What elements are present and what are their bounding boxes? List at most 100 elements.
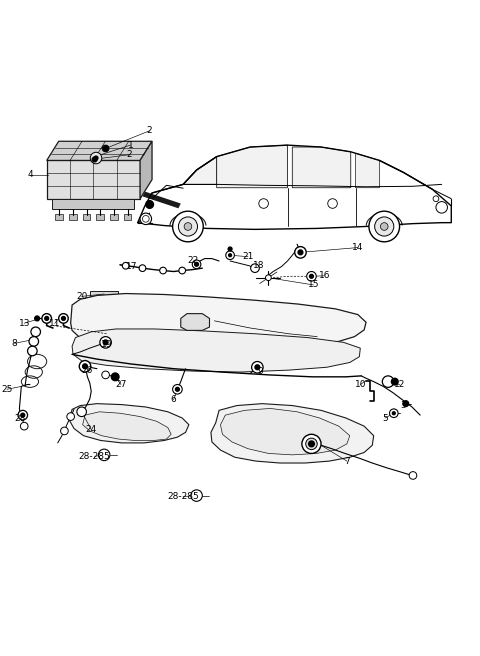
Polygon shape: [292, 147, 351, 188]
Circle shape: [375, 217, 394, 236]
Text: 28-285: 28-285: [79, 452, 110, 461]
Circle shape: [309, 441, 314, 447]
Circle shape: [179, 217, 198, 236]
Circle shape: [173, 384, 182, 394]
Polygon shape: [83, 412, 171, 441]
Circle shape: [436, 201, 447, 213]
Circle shape: [94, 156, 98, 160]
Text: 21: 21: [242, 252, 253, 261]
Circle shape: [179, 267, 186, 274]
Polygon shape: [140, 141, 152, 199]
Text: 9: 9: [257, 367, 263, 376]
Circle shape: [139, 265, 146, 272]
Circle shape: [92, 157, 97, 162]
Text: 26: 26: [82, 365, 93, 375]
Text: 18: 18: [253, 261, 264, 270]
Circle shape: [409, 472, 417, 480]
Circle shape: [67, 413, 74, 420]
Circle shape: [173, 211, 203, 242]
Bar: [83, 214, 90, 220]
Text: 22: 22: [187, 256, 198, 265]
Circle shape: [103, 340, 108, 345]
Circle shape: [79, 361, 91, 372]
Circle shape: [61, 316, 65, 320]
Circle shape: [228, 254, 231, 256]
Text: 11: 11: [49, 319, 60, 328]
Text: 7: 7: [344, 457, 350, 466]
Bar: [90, 291, 118, 297]
Circle shape: [298, 250, 303, 255]
Circle shape: [140, 213, 152, 224]
Circle shape: [146, 201, 154, 209]
Bar: [56, 214, 63, 220]
Circle shape: [59, 314, 68, 323]
Bar: [69, 214, 77, 220]
Text: 4: 4: [27, 171, 33, 179]
Text: 20: 20: [76, 292, 87, 301]
Circle shape: [111, 373, 119, 380]
Polygon shape: [47, 161, 140, 199]
Polygon shape: [71, 293, 366, 348]
Circle shape: [42, 314, 51, 323]
Text: 8: 8: [12, 338, 17, 348]
Circle shape: [160, 267, 167, 274]
Text: 28: 28: [15, 413, 26, 422]
Circle shape: [90, 152, 102, 164]
Circle shape: [195, 262, 198, 266]
Circle shape: [143, 215, 149, 222]
Text: 19: 19: [101, 340, 112, 349]
Circle shape: [302, 434, 321, 453]
Polygon shape: [181, 314, 209, 331]
Circle shape: [295, 247, 306, 258]
Circle shape: [122, 262, 129, 269]
Polygon shape: [356, 154, 380, 188]
Circle shape: [228, 247, 232, 251]
Text: 27: 27: [115, 380, 127, 389]
Circle shape: [35, 316, 39, 321]
Text: 14: 14: [352, 243, 363, 252]
Circle shape: [31, 327, 40, 337]
Circle shape: [18, 411, 27, 420]
Text: 2: 2: [147, 126, 153, 135]
Polygon shape: [69, 403, 189, 443]
Text: 24: 24: [85, 425, 97, 434]
Circle shape: [265, 275, 271, 281]
Bar: [104, 297, 108, 300]
Circle shape: [102, 145, 109, 152]
Text: 17: 17: [126, 262, 137, 271]
Circle shape: [77, 407, 86, 417]
Circle shape: [27, 346, 37, 356]
Circle shape: [259, 199, 268, 209]
Polygon shape: [220, 409, 350, 455]
Circle shape: [433, 196, 439, 201]
Text: 13: 13: [18, 319, 30, 328]
Circle shape: [21, 413, 24, 417]
Polygon shape: [52, 199, 134, 209]
Circle shape: [389, 409, 398, 417]
Circle shape: [310, 274, 313, 278]
Circle shape: [83, 364, 87, 369]
Text: 6: 6: [171, 396, 177, 404]
Polygon shape: [72, 329, 360, 372]
Circle shape: [100, 337, 111, 348]
Text: 2: 2: [127, 150, 132, 159]
Bar: [95, 297, 98, 300]
Circle shape: [255, 365, 260, 369]
Circle shape: [403, 401, 408, 407]
Circle shape: [369, 211, 399, 242]
Polygon shape: [143, 192, 181, 209]
Text: 1: 1: [128, 140, 133, 150]
Circle shape: [391, 379, 398, 385]
Text: 3: 3: [400, 401, 406, 410]
Text: 16: 16: [319, 272, 330, 280]
Circle shape: [328, 199, 337, 209]
Bar: [124, 214, 132, 220]
Text: 25: 25: [1, 385, 12, 394]
Circle shape: [29, 337, 38, 346]
Circle shape: [381, 222, 388, 230]
Circle shape: [102, 371, 109, 379]
Circle shape: [98, 449, 110, 461]
Bar: [110, 214, 118, 220]
Circle shape: [383, 376, 394, 388]
Circle shape: [45, 316, 48, 320]
